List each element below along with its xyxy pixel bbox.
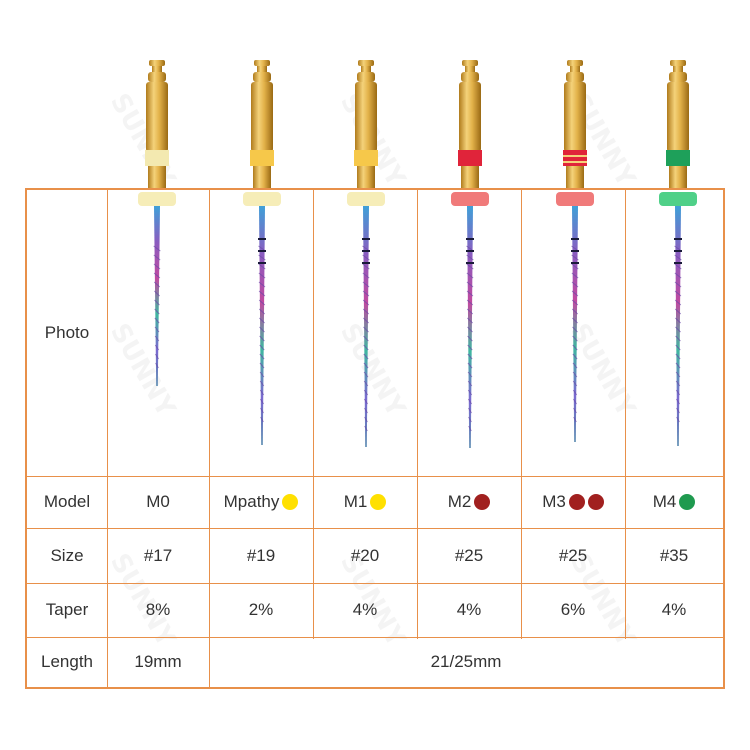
model-name: M2 <box>447 492 472 511</box>
model-cell: M2 <box>417 476 521 528</box>
model-cell: M1 <box>313 476 417 528</box>
taper-cell: 4% <box>456 600 482 619</box>
color-code-dot <box>587 494 604 510</box>
color-code-dot <box>679 494 696 510</box>
column-divider <box>417 190 418 639</box>
size-cell: #35 <box>659 545 689 565</box>
color-code-dot <box>282 494 299 510</box>
row-label-size: Size <box>50 545 84 565</box>
length-cell-others: 21/25mm <box>430 652 502 671</box>
model-cell: M0 <box>107 476 209 528</box>
column-divider <box>521 190 522 639</box>
model-name: M1 <box>343 492 368 511</box>
column-divider <box>625 190 626 639</box>
row-label-length: Length <box>41 652 93 671</box>
length-cell-m0: 19mm <box>134 652 182 671</box>
row-divider <box>27 528 723 529</box>
row-divider <box>27 476 723 477</box>
model-name: M0 <box>146 492 170 511</box>
row-label-model: Model <box>43 492 91 511</box>
row-divider <box>27 583 723 584</box>
taper-cell: 6% <box>560 600 586 619</box>
model-name: M3 <box>542 492 566 511</box>
size-cell: #25 <box>558 545 588 565</box>
model-cell: M3 <box>521 476 625 528</box>
color-code-dot <box>568 494 585 510</box>
color-code-dot <box>474 494 491 510</box>
column-divider <box>209 190 210 687</box>
size-cell: #17 <box>143 545 173 565</box>
model-cell: Mpathy <box>209 476 313 528</box>
taper-cell: 2% <box>248 600 274 619</box>
taper-cell: 4% <box>352 600 378 619</box>
model-name: Mpathy <box>223 492 280 511</box>
column-divider <box>107 190 108 687</box>
model-name: M4 <box>652 492 677 511</box>
watermark-text: SUNNY <box>104 89 182 194</box>
size-cell: #20 <box>350 545 380 565</box>
model-cell: M4 <box>625 476 723 528</box>
column-divider <box>313 190 314 639</box>
taper-cell: 4% <box>661 600 687 619</box>
row-label-taper: Taper <box>45 600 89 619</box>
spec-table: Photo Model Size Taper Length M0 Mpathy … <box>25 188 725 689</box>
row-divider <box>27 637 723 638</box>
watermark-text: SUNNY <box>334 89 412 194</box>
row-label-photo: Photo <box>44 323 90 342</box>
size-cell: #25 <box>454 545 484 565</box>
size-cell: #19 <box>246 545 276 565</box>
taper-cell: 8% <box>145 600 171 619</box>
watermark-text: SUNNY <box>564 89 642 194</box>
color-code-dot <box>370 494 387 510</box>
